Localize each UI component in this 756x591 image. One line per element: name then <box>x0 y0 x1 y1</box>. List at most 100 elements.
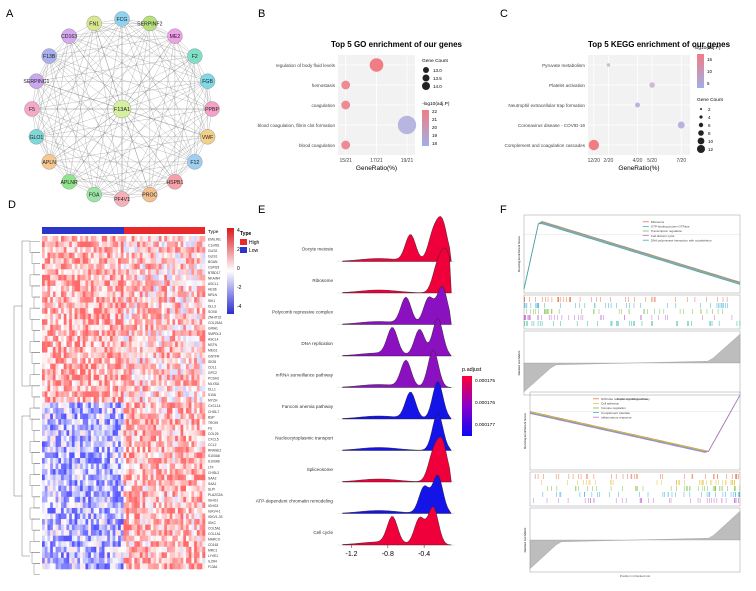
heatmap-cell <box>71 358 75 364</box>
heatmap-cell <box>147 285 151 292</box>
heatmap-cell <box>90 374 94 381</box>
heatmap-cell <box>69 491 73 498</box>
heatmap-cell <box>169 347 173 353</box>
heatmap-cell <box>44 297 48 303</box>
heatmap-cell <box>199 452 203 459</box>
heatmap-cell <box>74 435 78 442</box>
heatmap-cell <box>101 408 105 414</box>
heatmap-cell <box>74 380 78 387</box>
heatmap-cell <box>58 446 62 453</box>
heatmap-cell <box>161 424 165 431</box>
heatmap-cell <box>44 413 48 420</box>
network-edge <box>49 55 123 110</box>
legend-size-label: 8 <box>708 131 711 136</box>
heatmap-cell <box>145 258 149 265</box>
heatmap-cell <box>142 308 146 314</box>
heatmap-cell <box>166 396 170 403</box>
heatmap-cell <box>77 502 81 509</box>
heatmap-cell <box>52 330 56 337</box>
heatmap-cell <box>104 408 108 414</box>
heatmap-cell <box>166 247 170 253</box>
heatmap-cell <box>47 474 51 481</box>
heatmap-cell <box>50 374 54 381</box>
heatmap-cell <box>128 380 132 387</box>
heatmap-cell <box>145 485 149 492</box>
heatmap-cell <box>112 507 116 514</box>
heatmap-cell <box>104 535 108 542</box>
heatmap-cell <box>194 324 198 331</box>
heatmap-cell <box>58 463 62 470</box>
heatmap-cell <box>194 269 198 276</box>
heatmap-cell <box>164 302 168 309</box>
heatmap-cell <box>66 524 70 531</box>
heatmap-cell <box>128 441 132 448</box>
heatmap-cell <box>145 552 149 559</box>
gene-label: CSPG5 <box>208 265 219 269</box>
network-edge <box>94 23 123 110</box>
heatmap-cell <box>128 480 132 487</box>
heatmap-cell <box>77 358 81 364</box>
heatmap-cell <box>131 374 135 381</box>
panel-b-label: B <box>258 8 265 20</box>
heatmap-cell <box>172 369 176 376</box>
heatmap-cell <box>58 291 62 298</box>
annotation-label: Type <box>208 229 219 235</box>
heatmap-cell <box>80 513 84 520</box>
heatmap-cell <box>175 480 179 487</box>
heatmap-cell <box>185 263 189 270</box>
heatmap-cell <box>126 352 130 359</box>
heatmap-cell <box>177 369 181 376</box>
heatmap-cell <box>131 535 135 542</box>
heatmap-cell <box>177 452 181 459</box>
heatmap-cell <box>150 485 154 492</box>
heatmap-cell <box>50 358 54 364</box>
heatmap-cell <box>66 491 70 498</box>
heatmap-cell <box>112 563 116 570</box>
heatmap-cell <box>90 474 94 481</box>
heatmap-cell <box>153 385 157 392</box>
legend-size-dot <box>422 82 430 90</box>
heatmap-cell <box>128 358 132 364</box>
heatmap-cell <box>196 313 200 320</box>
heatmap-cell <box>150 285 154 292</box>
heatmap-cell <box>196 535 200 542</box>
heatmap-cell <box>166 274 170 281</box>
heatmap-cell <box>99 430 103 437</box>
heatmap-cell <box>153 335 157 342</box>
network-edge <box>94 108 123 195</box>
heatmap-cell <box>77 280 81 287</box>
heatmap-cell <box>109 285 113 292</box>
heatmap-cell <box>101 491 105 498</box>
heatmap-cell <box>104 485 108 492</box>
heatmap-cell <box>115 285 119 292</box>
heatmap-cell <box>128 252 132 259</box>
heatmap-cell <box>61 463 65 470</box>
heatmap-cell <box>58 441 62 448</box>
heatmap-cell <box>85 502 89 509</box>
heatmap-cell <box>191 258 195 265</box>
heatmap-cell <box>139 335 143 342</box>
heatmap-cell <box>164 247 168 253</box>
heatmap-cell <box>42 446 46 453</box>
heatmap-cell <box>101 557 105 564</box>
ridge-label: Ribosome <box>312 278 333 283</box>
heatmap-cell <box>104 374 108 381</box>
gene-label: SEZ6 <box>208 360 216 364</box>
x-tick-label: -1.2 <box>345 551 357 558</box>
network-edge <box>49 18 123 57</box>
heatmap-cell <box>161 285 165 292</box>
heatmap-cell <box>82 285 86 292</box>
heatmap-cell <box>150 319 154 326</box>
heatmap-cell <box>74 247 78 253</box>
heatmap-cell <box>88 463 92 470</box>
heatmap-cell <box>139 280 143 287</box>
heatmap-cell <box>188 519 192 525</box>
heatmap-cell <box>142 541 146 548</box>
heatmap-cell <box>156 485 160 492</box>
heatmap-cell <box>77 424 81 431</box>
heatmap-cell <box>63 485 67 492</box>
heatmap-cell <box>112 335 116 342</box>
heatmap-cell <box>156 274 160 281</box>
heatmap-cell <box>128 507 132 514</box>
heatmap-cell <box>71 419 75 425</box>
